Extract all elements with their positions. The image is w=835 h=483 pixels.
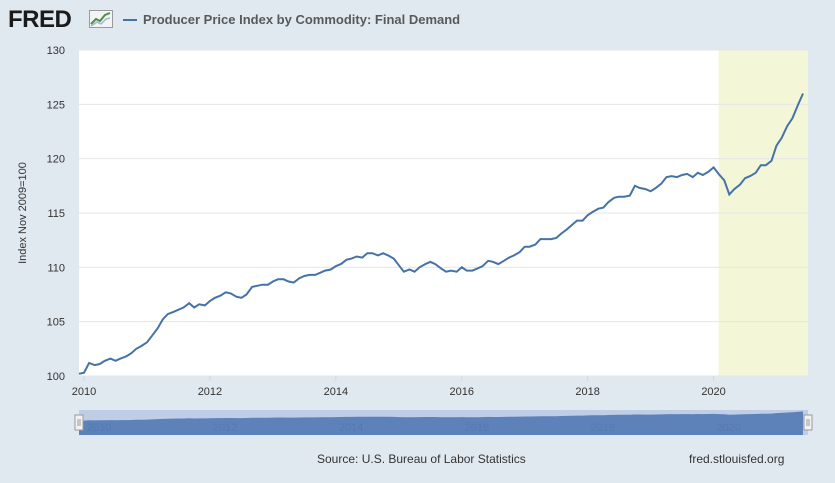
y-tick-label: 130 (47, 45, 65, 57)
x-tick-label: 2020 (701, 386, 725, 398)
source-note: Source: U.S. Bureau of Labor Statistics (317, 452, 526, 466)
y-axis-ticks: 100 105 110 115 120 125 130 (47, 45, 65, 383)
series-line-ppi (78, 93, 804, 375)
fred-logo[interactable]: FRED (8, 6, 72, 33)
x-tick-label: 2016 (450, 386, 474, 398)
chart-legend: Producer Price Index by Commodity: Final… (123, 12, 460, 27)
fred-url-link[interactable]: fred.stlouisfed.org (689, 452, 785, 466)
y-tick-label: 115 (47, 208, 65, 220)
x-tick-label: 2018 (575, 386, 599, 398)
legend-series-swatch (123, 18, 137, 21)
y-tick-label: 100 (47, 371, 65, 383)
x-tick-label: 2012 (198, 386, 222, 398)
fred-graph-icon (89, 10, 113, 28)
legend-series-label: Producer Price Index by Commodity: Final… (143, 12, 461, 27)
navigator-left-handle[interactable] (74, 414, 84, 431)
y-tick-label: 105 (47, 317, 65, 329)
y-axis-label: Index Nov 2009=100 (17, 162, 29, 264)
y-tick-label: 125 (47, 99, 65, 111)
x-tick-label: 2014 (324, 386, 348, 398)
x-axis-ticks: 2010 2012 2014 2016 2018 2020 (72, 376, 726, 398)
gridlines (79, 49, 808, 377)
y-tick-label: 120 (47, 154, 65, 166)
y-tick-label: 110 (47, 262, 65, 274)
x-tick-label: 2010 (72, 386, 96, 398)
navigator-right-handle[interactable] (803, 414, 813, 431)
navigator-series-area (79, 411, 803, 435)
